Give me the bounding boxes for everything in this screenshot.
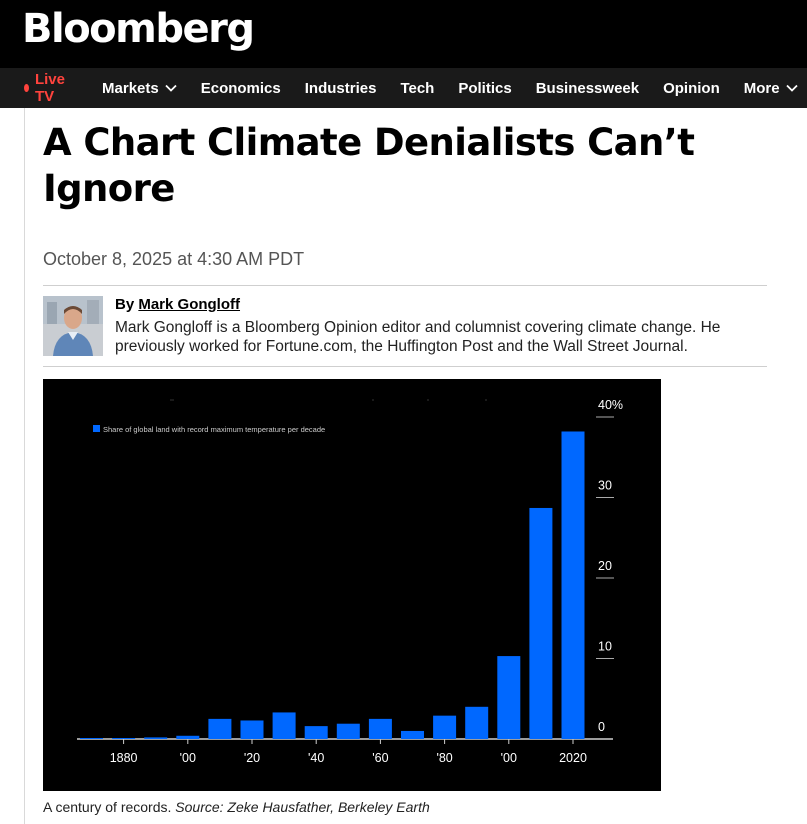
bar-1880 [112,738,136,739]
author-link[interactable]: Mark Gongloff [138,296,241,313]
article-date: October 8, 2025 at 4:30 AM PDT [43,249,305,269]
nav-item-label: Tech [400,79,435,97]
author-bio: Mark Gongloff is a Bloomberg Opinion edi… [115,319,721,355]
nav-item-economics[interactable]: Economics [201,80,281,97]
bar-1940 [304,726,328,739]
bar-1870 [80,738,103,739]
chevron-down-icon [165,84,177,92]
chart: Share of global land with record maximum… [43,379,661,791]
bar-1920 [240,720,264,739]
nav-item-label: Opinion [663,79,720,97]
nav-item-opinion[interactable]: Opinion [663,80,720,97]
bar-1950 [336,723,360,739]
y-tick-label-2: 20 [598,559,612,573]
bar-1990 [465,706,489,739]
nav-items: Markets Economics Industries Tech Politics Bu… [102,80,807,97]
left-divider [24,108,25,824]
bloomberg-logo[interactable]: Bloomberg [22,6,255,52]
divider-bottom [43,366,767,367]
author-avatar[interactable] [43,296,103,356]
masthead: Bloomberg [0,0,807,68]
y-tick-label-1: 10 [598,640,612,654]
x-tick-label-3: '40 [308,751,324,765]
bar-1980 [433,715,457,739]
nav-item-label: Businessweek [535,79,640,97]
bar-chart-svg: Share of global land with record maximum… [77,398,623,765]
main-nav: Live TV Markets Economics Industries Tech Po… [0,68,807,108]
nav-item-tech[interactable]: Tech [400,80,434,97]
bar-1960 [368,718,392,739]
x-tick-label-7: 2020 [559,751,587,765]
article-headline: A Chart Climate Denialists Can’t Ignore [43,121,695,210]
bar-2020 [561,431,585,739]
nav-item-businessweek[interactable]: Businessweek [536,80,639,97]
bar-1910 [208,718,232,739]
nav-item-label: Markets [102,79,159,97]
bar-2010 [529,507,553,739]
nav-item-label: Economics [200,79,281,97]
nav-item-industries[interactable]: Industries [305,80,377,97]
nav-item-label: Industries [304,79,377,97]
nav-item-label: More [743,79,780,97]
bar-1900 [176,735,200,739]
chart-caption: A century of records. Source: Zeke Hausf… [43,799,430,815]
divider-top [43,285,767,286]
live-dot-icon [24,84,29,92]
legend-label: Share of global land with record maximum… [103,425,325,434]
y-tick-label-0: 0 [598,720,605,734]
bar-1890 [144,737,168,739]
nav-item-markets[interactable]: Markets [102,80,177,97]
caption-text: A century of records. [43,799,176,815]
nav-item-more[interactable]: More [744,80,798,97]
x-tick-label-5: '80 [436,751,452,765]
nav-item-politics[interactable]: Politics [458,80,511,97]
chevron-down-icon [785,84,798,92]
bar-2000 [497,656,521,739]
bar-1930 [272,712,296,739]
y-tick-label-4: 40% [598,398,623,412]
x-tick-label-2: '20 [244,751,260,765]
x-tick-label-1: '00 [180,751,196,765]
nav-live-label: Live TV [34,71,65,105]
byline-prefix: By [115,296,139,313]
y-tick-label-3: 30 [598,479,612,493]
byline: By Mark Gongloff [115,296,240,313]
caption-source: Source: Zeke Hausfather, Berkeley Earth [175,799,430,815]
nav-live-tv[interactable]: Live TV [24,71,68,105]
bar-1970 [401,730,424,739]
x-tick-label-0: 1880 [110,751,138,765]
nav-item-label: Politics [458,79,512,97]
x-tick-label-4: '60 [372,751,388,765]
legend-swatch [93,425,100,432]
x-tick-label-6: '00 [501,751,517,765]
